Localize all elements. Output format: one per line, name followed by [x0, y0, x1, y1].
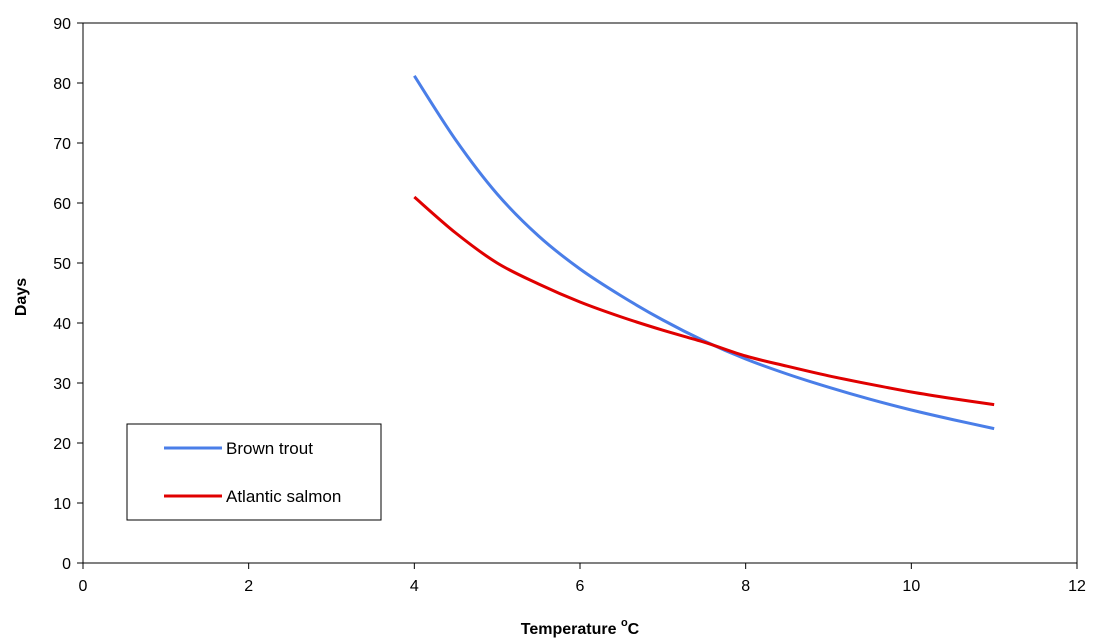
x-axis-title: Temperature oC: [521, 617, 640, 638]
legend-label-brown-trout: Brown trout: [226, 439, 313, 458]
x-tick-label: 6: [576, 578, 585, 595]
legend: Brown trout Atlantic salmon: [126, 423, 382, 521]
y-tick-label: 20: [53, 436, 71, 453]
y-axis-title: Days: [13, 278, 30, 316]
y-tick-label: 90: [53, 16, 71, 33]
x-tick-label: 12: [1068, 578, 1086, 595]
legend-label-atlantic-salmon: Atlantic salmon: [226, 487, 341, 506]
x-tick-label: 2: [244, 578, 253, 595]
y-tick-label: 80: [53, 76, 71, 93]
y-tick-label: 70: [53, 136, 71, 153]
y-axis-ticks: 0 10 20 30 40 50 60 70 80 90: [53, 16, 83, 573]
y-tick-label: 40: [53, 316, 71, 333]
y-tick-label: 60: [53, 196, 71, 213]
x-tick-label: 0: [79, 578, 88, 595]
y-tick-label: 10: [53, 496, 71, 513]
series-line-atlantic-salmon: [413, 195, 995, 407]
x-tick-label: 8: [741, 578, 750, 595]
x-tick-label: 10: [902, 578, 920, 595]
x-tick-label: 4: [410, 578, 419, 595]
x-axis-ticks: 0 2 4 6 8 10 12: [79, 563, 1086, 595]
y-tick-label: 30: [53, 376, 71, 393]
legend-box: [126, 423, 382, 521]
series-layer: [413, 74, 995, 431]
y-tick-label: 0: [62, 556, 71, 573]
y-tick-label: 50: [53, 256, 71, 273]
